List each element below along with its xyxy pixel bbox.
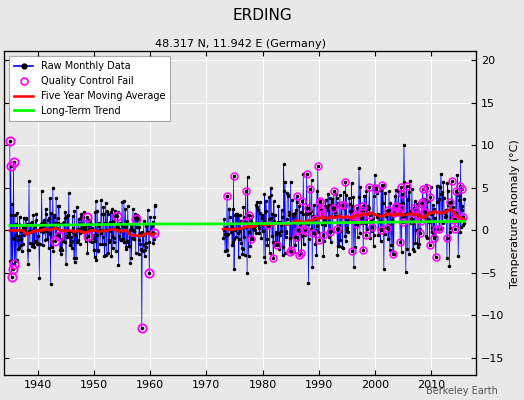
Legend: Raw Monthly Data, Quality Control Fail, Five Year Moving Average, Long-Term Tren: Raw Monthly Data, Quality Control Fail, … bbox=[9, 56, 170, 121]
Text: ERDING: ERDING bbox=[232, 8, 292, 23]
Text: Berkeley Earth: Berkeley Earth bbox=[426, 386, 498, 396]
Title: 48.317 N, 11.942 E (Germany): 48.317 N, 11.942 E (Germany) bbox=[155, 39, 325, 49]
Y-axis label: Temperature Anomaly (°C): Temperature Anomaly (°C) bbox=[510, 139, 520, 288]
